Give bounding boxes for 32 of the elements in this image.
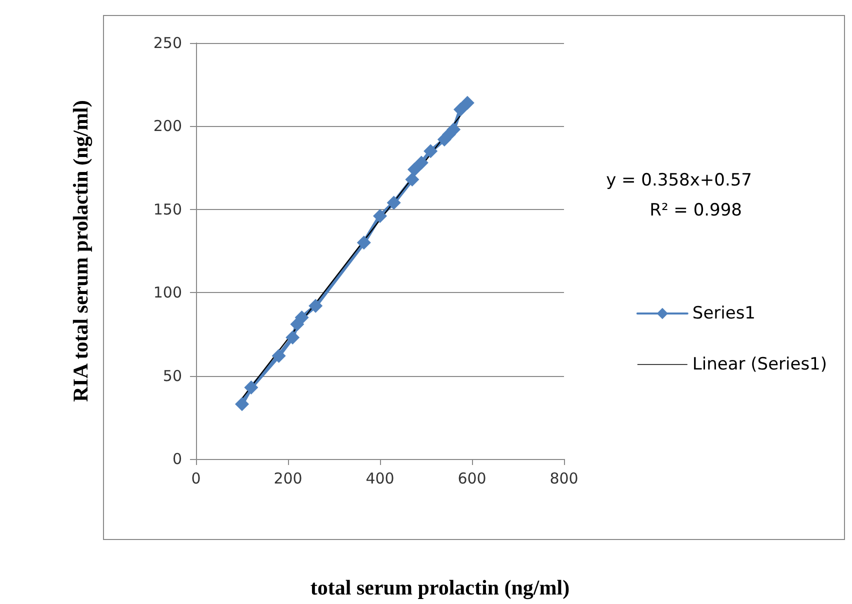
point [454,102,468,117]
y-tick-label: 50 [162,366,182,385]
point [405,172,420,186]
y-axis-title: RIA total serum prolactin (ng/ml) [68,100,92,402]
y-tick-label: 0 [172,450,182,468]
x-tick-label: 600 [458,470,486,488]
point [414,156,428,170]
y-tick-label: 100 [153,284,182,302]
point [244,380,258,394]
point [235,397,249,412]
x-axis-title: total serum prolactin (ng/ml) [310,576,570,600]
text: y = 0.358x+0.57 [606,170,752,190]
y-tick-label: 150 [153,200,182,218]
x-tick-label: 400 [366,470,394,488]
point [408,162,422,176]
legend-label: Linear (Series1) [692,354,828,374]
point [308,298,323,313]
x-tick-label: 0 [191,470,201,488]
y-tick-label: 200 [153,117,182,136]
point [424,144,438,158]
y-tick-label: 250 [153,34,182,52]
legend-label: Series1 [692,304,756,324]
x-tick-label: 200 [274,470,302,488]
point [373,209,387,224]
point [294,310,309,325]
point [272,348,286,363]
x-tick-label: 800 [550,470,578,488]
point [286,330,300,345]
point [386,196,401,210]
point [356,236,371,250]
text: R² = 0.998 [650,200,742,220]
point [460,96,474,110]
